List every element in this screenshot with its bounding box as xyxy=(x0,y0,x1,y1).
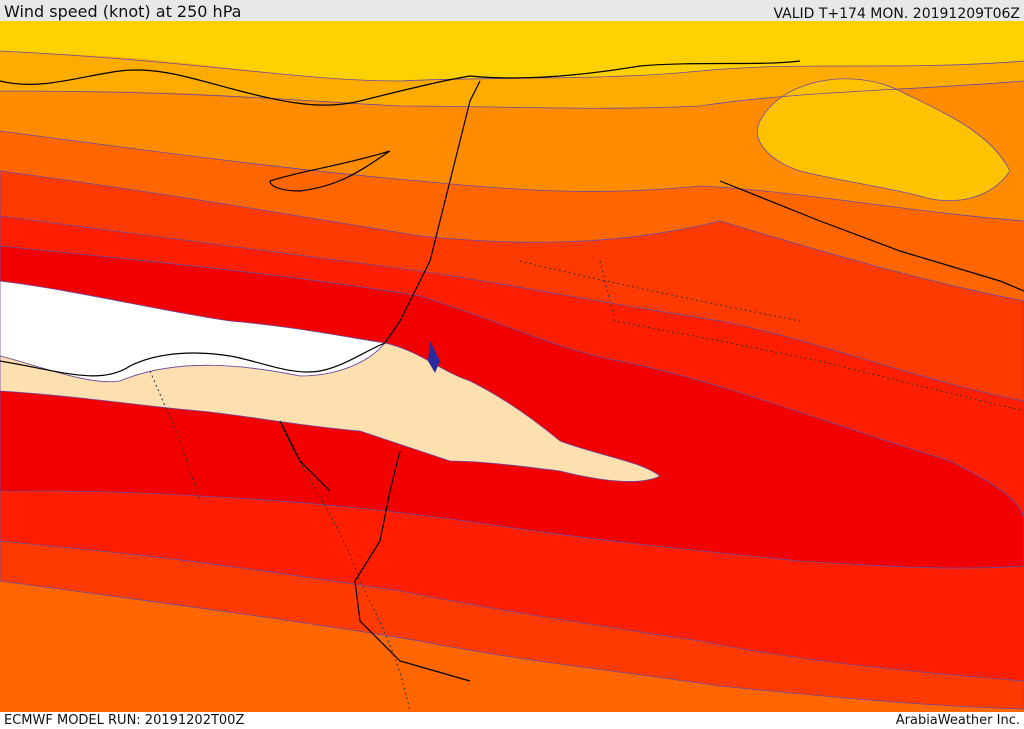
yellow-blob-east xyxy=(757,78,1011,202)
map-canvas xyxy=(0,21,1024,712)
brand-credit: ArabiaWeather Inc. xyxy=(895,713,1020,728)
dead-sea xyxy=(428,341,440,373)
band-jet-weak xyxy=(0,21,1024,81)
band-jet-light xyxy=(0,51,1024,109)
map-footer: ECMWF MODEL RUN: 20191202T00Z ArabiaWeat… xyxy=(0,712,1024,729)
band-orange-south xyxy=(0,581,1024,712)
wind-speed-map[interactable] xyxy=(0,21,1024,712)
country-borders xyxy=(149,260,1024,712)
core-max-zone xyxy=(0,342,661,482)
map-title: Wind speed (knot) at 250 hPa xyxy=(4,2,242,21)
valid-time: VALID T+174 MON. 20191209T06Z xyxy=(773,6,1020,22)
model-run: ECMWF MODEL RUN: 20191202T00Z xyxy=(4,713,245,728)
coastlines xyxy=(0,60,1024,682)
map-header: Wind speed (knot) at 250 hPa VALID T+174… xyxy=(0,0,1024,22)
